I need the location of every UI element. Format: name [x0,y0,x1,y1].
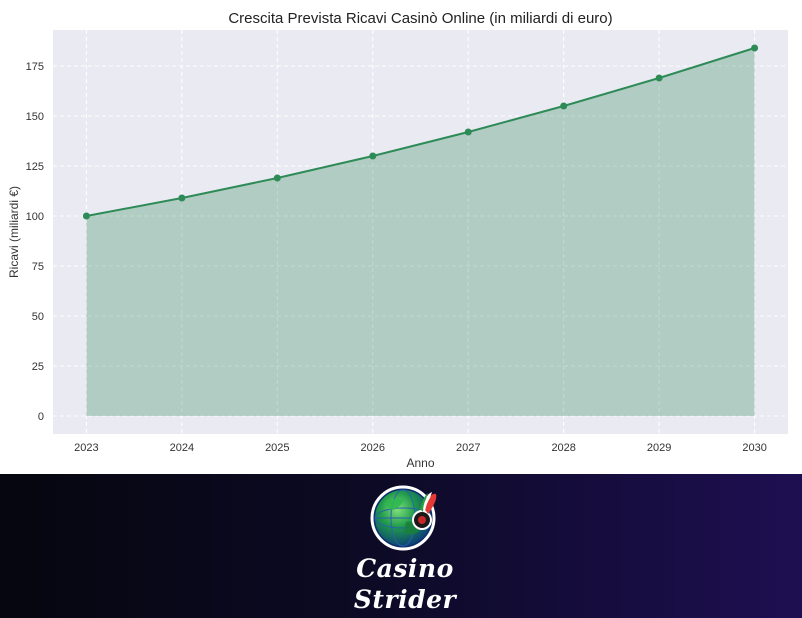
x-tick-label: 2025 [265,442,289,454]
x-tick-label: 2027 [456,442,480,454]
y-tick-label: 50 [32,311,44,323]
x-tick-label: 2029 [647,442,671,454]
x-tick-label: 2028 [551,442,575,454]
area-fill [86,48,755,416]
y-tick-label: 100 [26,211,44,223]
data-point [751,44,759,52]
data-point [178,194,186,202]
data-point [464,128,472,136]
y-tick-label: 125 [26,161,44,173]
globe-roulette-icon [370,485,437,551]
chart-title: Crescita Prevista Ricavi Casinò Online (… [228,10,612,27]
brand-name-line-1: Casino [356,554,454,583]
y-tick-label: 0 [38,411,44,423]
brand-logo: Casino Strider [340,480,470,616]
y-axis-label: Ricavi (miliardi €) [7,186,21,278]
area-chart: 0 25 50 75 100 125 150 175 2023 2024 2025 2026 2027 2… [7,10,788,470]
series-line [86,47,755,217]
data-point [369,152,377,160]
x-tick-label: 2026 [361,442,385,454]
x-tick-label: 2030 [742,442,766,454]
plot-background [53,30,788,434]
y-tick-label: 150 [26,111,44,123]
x-axis-label: Anno [406,456,434,470]
x-tick-label: 2023 [74,442,98,454]
data-point [655,74,663,82]
data-point [82,212,90,220]
data-point [560,102,568,110]
brand-name-line-2: Strider [353,585,457,614]
data-point [273,174,281,182]
y-tick-label: 175 [26,61,44,73]
x-tick-label: 2024 [170,442,194,454]
y-tick-label: 25 [32,361,44,373]
brand-banner: Casino Strider [0,474,802,618]
chart: 0 25 50 75 100 125 150 175 2023 2024 2025 2026 2027 2… [7,10,788,470]
y-tick-label: 75 [32,261,44,273]
